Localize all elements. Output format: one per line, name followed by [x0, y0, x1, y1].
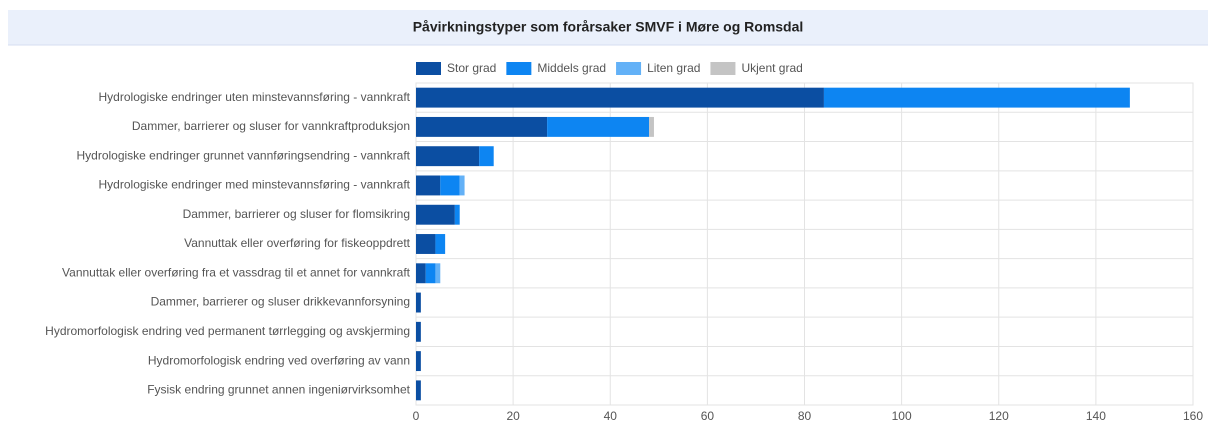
- bar-segment: [416, 87, 824, 108]
- bar-segment: [435, 263, 441, 284]
- bar-segment: [416, 175, 441, 196]
- bar-segment: [454, 204, 460, 225]
- legend-swatch: [506, 62, 532, 75]
- x-tick-label: 120: [989, 409, 1009, 421]
- y-tick-label: Fysisk endring grunnet annen ingeniørvir…: [147, 383, 410, 397]
- bar-segment: [416, 116, 548, 137]
- legend-label: Middels grad: [537, 61, 606, 75]
- title-bar: [8, 10, 1208, 45]
- bar-segment: [459, 175, 465, 196]
- bar-segment: [425, 263, 436, 284]
- bar-segment: [416, 351, 421, 372]
- bar-segment: [416, 204, 455, 225]
- bar-segment: [416, 263, 426, 284]
- legend-label: Stor grad: [447, 61, 496, 75]
- bar-segment: [416, 146, 480, 167]
- x-tick-label: 160: [1183, 409, 1203, 421]
- y-tick-label: Hydromorfologisk endring ved overføring …: [148, 353, 410, 367]
- bar-segment: [416, 292, 421, 313]
- bar-segment: [435, 234, 446, 254]
- y-tick-label: Hydrologiske endringer uten minstevannsf…: [99, 90, 411, 104]
- bar-segment: [416, 321, 421, 342]
- y-tick-label: Hydrologiske endringer grunnet vannførin…: [76, 148, 410, 162]
- legend-swatch: [710, 62, 736, 75]
- y-tick-label: Hydromorfologisk endring ved permanent t…: [45, 324, 410, 338]
- x-tick-label: 80: [798, 409, 812, 421]
- bar-segment: [649, 116, 654, 137]
- x-tick-label: 100: [892, 409, 912, 421]
- bar-segment: [416, 380, 421, 401]
- legend-label: Liten grad: [647, 61, 700, 75]
- y-tick-label: Dammer, barrierer og sluser drikkevannfo…: [151, 295, 410, 309]
- y-tick-label: Vannuttak eller overføring fra et vassdr…: [62, 265, 411, 279]
- y-tick-label: Dammer, barrierer og sluser for flomsikr…: [183, 207, 410, 221]
- x-tick-label: 140: [1086, 409, 1106, 421]
- y-tick-label: Vannuttak eller overføring for fiskeoppd…: [184, 236, 411, 250]
- y-tick-label: Hydrologiske endringer med minstevannsfø…: [99, 178, 411, 192]
- bar-segment: [547, 116, 650, 137]
- legend-swatch: [416, 62, 441, 75]
- legend-label: Ukjent grad: [741, 61, 802, 75]
- bar-segment: [823, 87, 1130, 108]
- legend-swatch: [616, 62, 642, 75]
- bar-segment: [479, 146, 494, 167]
- x-tick-label: 40: [604, 409, 618, 421]
- chart-title: Påvirkningstyper som forårsaker SMVF i M…: [413, 19, 804, 35]
- x-tick-label: 20: [506, 409, 520, 421]
- y-tick-label: Dammer, barrierer og sluser for vannkraf…: [132, 119, 410, 133]
- bar-segment: [440, 175, 460, 196]
- x-tick-label: 60: [701, 409, 715, 421]
- bar-segment: [416, 234, 436, 254]
- x-tick-label: 0: [413, 409, 420, 421]
